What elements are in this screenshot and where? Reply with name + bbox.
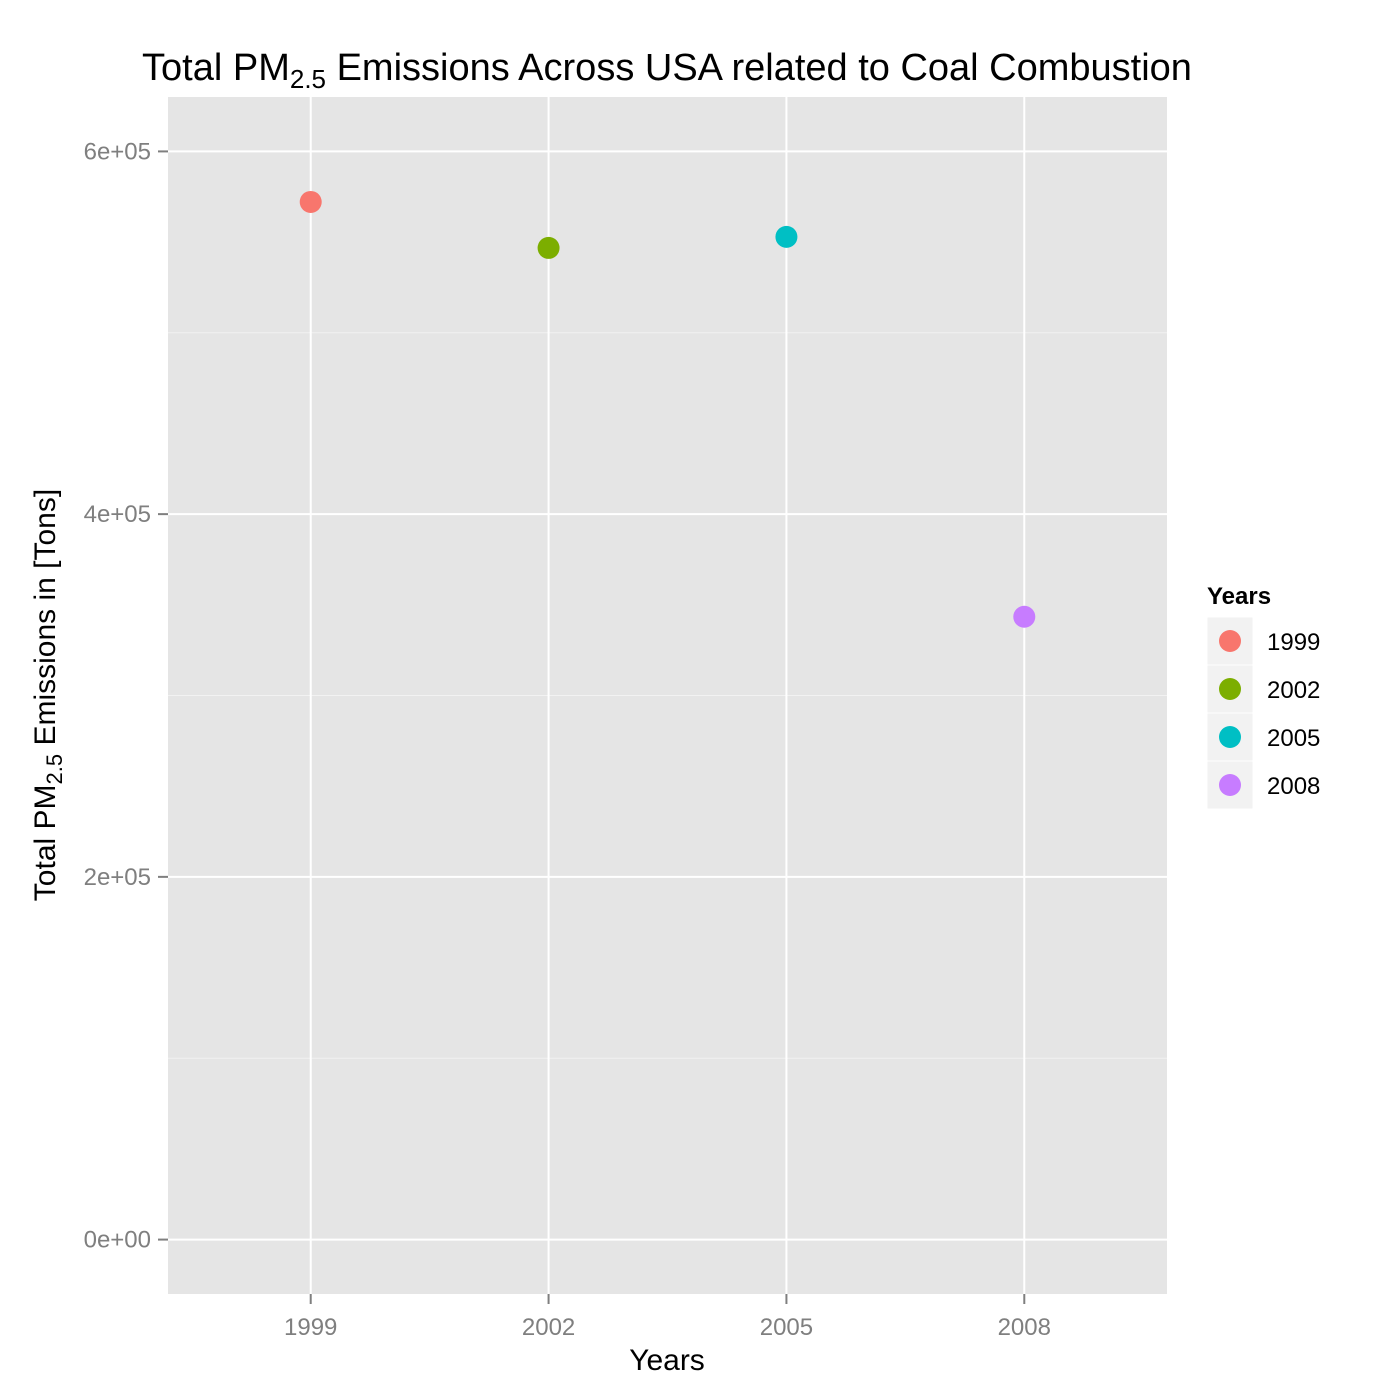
- data-point-2002: [537, 236, 560, 259]
- axis-ticks: 0e+00 2e+05 4e+05 6e+05 1999 2002 2005 2008: [84, 138, 1051, 1341]
- y-axis-title-subscript: 2.5: [42, 754, 67, 785]
- y-tick-label: 6e+05: [84, 138, 151, 165]
- legend-label-2008: 2008: [1267, 773, 1320, 800]
- grid-lines: [168, 97, 1167, 1294]
- chart-title-prefix: Total PM: [142, 47, 290, 89]
- chart-title-suffix: Emissions Across USA related to Coal Com…: [326, 47, 1192, 89]
- legend-label-2002: 2002: [1267, 677, 1320, 704]
- x-tick-label: 2008: [998, 1314, 1051, 1341]
- legend-swatch-2005: [1219, 726, 1241, 748]
- legend-title: Years: [1207, 583, 1271, 610]
- y-axis-title-prefix: Total PM: [29, 784, 62, 901]
- x-tick-label: 1999: [284, 1314, 337, 1341]
- legend-swatch-2002: [1219, 678, 1241, 700]
- chart-title-subscript: 2.5: [290, 64, 326, 94]
- x-tick-label: 2002: [522, 1314, 575, 1341]
- y-tick-label: 0e+00: [84, 1227, 151, 1254]
- data-points: [299, 190, 1036, 628]
- y-tick-label: 4e+05: [84, 501, 151, 528]
- x-tick-label: 2005: [760, 1314, 813, 1341]
- legend-swatch-1999: [1219, 630, 1241, 652]
- legend-label-2005: 2005: [1267, 725, 1320, 752]
- y-axis-title: Total PM2.5 Emissions in [Tons]: [29, 489, 67, 901]
- legend-swatch-2008: [1219, 774, 1241, 796]
- data-point-2005: [775, 225, 798, 248]
- data-point-2008: [1013, 605, 1036, 628]
- chart-title: Total PM2.5 Emissions Across USA related…: [142, 47, 1192, 94]
- legend-label-1999: 1999: [1267, 629, 1320, 656]
- y-axis-title-suffix: Emissions in [Tons]: [29, 489, 62, 754]
- y-tick-label: 2e+05: [84, 864, 151, 891]
- data-point-1999: [299, 190, 322, 213]
- x-axis-title: Years: [629, 1344, 705, 1377]
- legend-entries: 1999 2002 2005 2008: [1206, 616, 1320, 810]
- legend: Years 1999 2002 2005 2008: [1206, 583, 1320, 810]
